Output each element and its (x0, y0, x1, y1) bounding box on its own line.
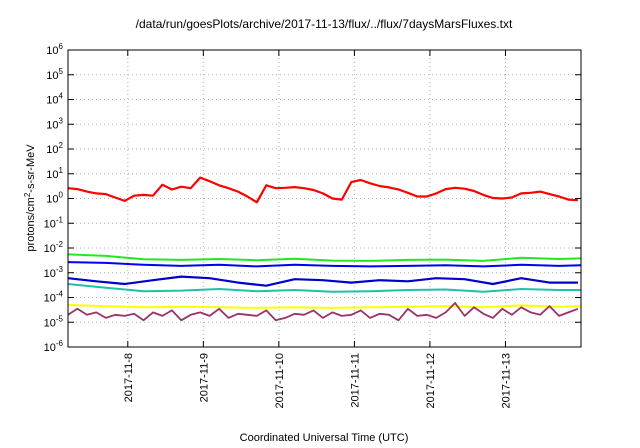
y-tick-exponent: 4 (59, 92, 64, 101)
y-tick-base: 10 (44, 218, 56, 230)
y-tick-label: 100 (46, 191, 63, 206)
series-line-3 (67, 261, 582, 268)
y-axis-label-unit: protons/cm (25, 197, 37, 251)
series-line-1 (67, 176, 578, 204)
y-tick-label: 10-3 (44, 265, 64, 280)
y-tick-base: 10 (46, 45, 58, 57)
y-tick-label: 103 (46, 116, 63, 131)
chart-title: /data/run/goesPlots/archive/2017-11-13/f… (136, 17, 513, 31)
y-tick-base: 10 (44, 342, 56, 354)
series-line-6 (67, 304, 582, 309)
x-tick-label: 2017-11-12 (425, 353, 437, 408)
y-tick-exponent: 1 (59, 166, 64, 175)
series-line-5 (67, 283, 581, 293)
x-tick-label: 2017-11-9 (198, 353, 210, 402)
x-axis-ticks: 2017-11-8 2017-11-9 2017-11-10 2017-11-11 20… (123, 50, 512, 408)
x-tick-label: 2017-11-13 (500, 353, 512, 408)
series-line-7 (67, 302, 579, 322)
y-tick-base: 10 (46, 119, 58, 131)
x-tick-label: 2017-11-8 (123, 353, 135, 402)
y-tick-label: 10-4 (44, 290, 64, 305)
y-axis-ticks: 10-610-510-410-310-210-11001011021031041… (44, 42, 581, 354)
y-tick-exponent: -2 (56, 240, 64, 249)
y-tick-exponent: -5 (56, 314, 64, 323)
y-tick-label: 10-2 (44, 240, 64, 255)
y-tick-exponent: -6 (56, 339, 64, 348)
y-tick-base: 10 (44, 293, 56, 305)
series-line-2 (67, 253, 582, 262)
y-tick-label: 104 (46, 92, 63, 107)
y-tick-exponent: 6 (59, 42, 64, 51)
y-tick-exponent: -4 (56, 290, 64, 299)
y-tick-label: 101 (46, 166, 63, 181)
y-axis-label-rest: -s-sr-MeV (25, 144, 37, 193)
y-tick-label: 105 (46, 67, 63, 82)
y-tick-base: 10 (44, 317, 56, 329)
x-tick-label: 2017-11-11 (349, 353, 361, 408)
y-axis-label: protons/cm2-s-sr-MeV (23, 144, 37, 252)
y-tick-exponent: -1 (56, 215, 64, 224)
y-tick-label: 10-6 (44, 339, 64, 354)
y-tick-base: 10 (44, 268, 56, 280)
y-tick-exponent: 3 (59, 116, 64, 125)
y-tick-label: 106 (46, 42, 63, 57)
series-lines (67, 176, 582, 322)
y-axis-label-superscript: 2 (23, 192, 32, 197)
y-tick-label: 10-5 (44, 314, 64, 329)
y-tick-exponent: -3 (56, 265, 64, 274)
y-tick-label: 10-1 (44, 215, 64, 230)
series-line-4 (67, 275, 578, 287)
y-tick-exponent: 5 (59, 67, 64, 76)
y-tick-exponent: 0 (59, 191, 64, 200)
y-tick-base: 10 (44, 243, 56, 255)
y-tick-base: 10 (46, 169, 58, 181)
y-tick-base: 10 (46, 70, 58, 82)
y-tick-base: 10 (46, 95, 58, 107)
x-axis-label: Coordinated Universal Time (UTC) (240, 432, 409, 444)
y-tick-base: 10 (46, 144, 58, 156)
y-tick-base: 10 (46, 194, 58, 206)
y-tick-label: 102 (46, 141, 63, 156)
x-tick-label: 2017-11-10 (274, 353, 286, 408)
y-tick-exponent: 2 (59, 141, 64, 150)
